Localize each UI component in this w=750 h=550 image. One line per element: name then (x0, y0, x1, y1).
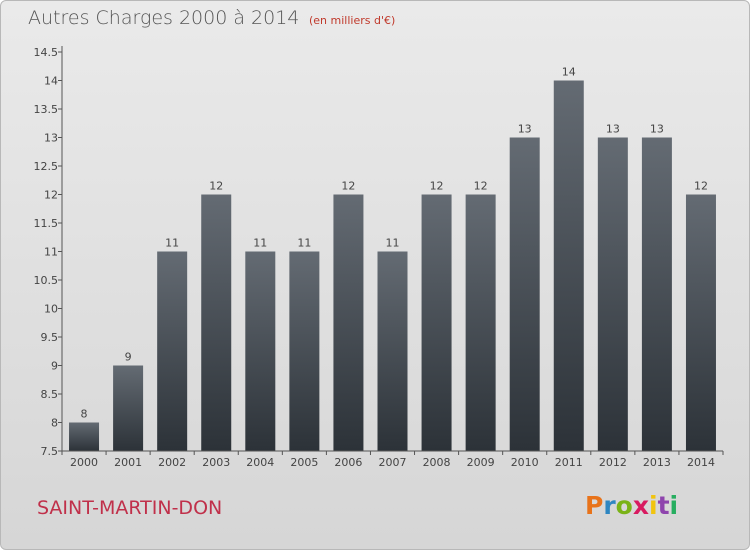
y-tick-label: 11 (44, 246, 58, 259)
x-tick-label-2012: 2012 (599, 456, 627, 469)
y-tick-label: 14 (44, 75, 58, 88)
data-label-2010: 13 (518, 123, 532, 136)
x-tick-label-2007: 2007 (379, 456, 407, 469)
x-tick-label-2011: 2011 (555, 456, 583, 469)
logo-letter: o (615, 491, 633, 520)
bar-2003 (201, 194, 232, 451)
bar-2000 (69, 422, 100, 451)
data-label-2009: 12 (474, 180, 488, 193)
y-tick-label: 9.5 (41, 331, 59, 344)
y-tick-label: 10 (44, 303, 58, 316)
data-label-2000: 8 (81, 408, 88, 421)
x-tick-label-2013: 2013 (643, 456, 671, 469)
y-tick-label: 14.5 (34, 46, 59, 59)
y-tick-label: 13.5 (34, 103, 59, 116)
y-tick-label: 13 (44, 132, 58, 145)
y-tick-label: 12.5 (34, 160, 59, 173)
bars: 8 9 11 12 11 11 12 11 12 12 13 14 13 13 12 (69, 66, 716, 451)
bar-2004 (245, 251, 276, 451)
data-label-2008: 12 (430, 180, 444, 193)
chart-subtitle: (en milliers d'€) (309, 14, 396, 27)
bar-2011 (553, 80, 584, 451)
y-tick-label: 7.5 (41, 445, 59, 458)
bar-2013 (641, 137, 672, 451)
y-tick-label: 8 (51, 417, 58, 430)
x-tick-label-2010: 2010 (511, 456, 539, 469)
bar-2007 (377, 251, 408, 451)
proxiti-logo[interactable]: Proxiti (585, 491, 678, 520)
x-tick-label-2008: 2008 (423, 456, 451, 469)
logo-letter: i (649, 491, 658, 520)
bar-2012 (597, 137, 628, 451)
y-tick-label: 12 (44, 189, 58, 202)
bar-2014 (685, 194, 716, 451)
data-label-2004: 11 (253, 237, 267, 250)
data-label-2014: 12 (694, 180, 708, 193)
data-label-2001: 9 (125, 351, 132, 364)
x-tick-label-2004: 2004 (246, 456, 274, 469)
y-axis: 7.5 8 8.5 9 9.5 10 10.5 11 11.5 12 12.5 13 13.5 14 14.… (34, 46, 63, 458)
bar-2001 (113, 365, 144, 451)
x-tick-label-2003: 2003 (202, 456, 230, 469)
y-tick-label: 9 (51, 360, 58, 373)
data-label-2013: 13 (650, 123, 664, 136)
logo-letter: P (585, 491, 604, 520)
y-tick-label: 11.5 (34, 217, 59, 230)
logo-letter: t (657, 491, 670, 520)
logo-letter: r (603, 491, 616, 520)
y-tick-label: 10.5 (34, 274, 59, 287)
commune-name: SAINT-MARTIN-DON (37, 497, 223, 519)
chart-title: Autres Charges 2000 à 2014 (28, 7, 300, 29)
data-label-2002: 11 (165, 237, 179, 250)
bar-2008 (421, 194, 452, 451)
bar-2002 (157, 251, 188, 451)
data-label-2007: 11 (386, 237, 400, 250)
x-axis: 2000 2001 2002 2003 2004 2005 2006 2007 2008 2009… (61, 450, 724, 469)
bar-2005 (289, 251, 320, 451)
x-tick-label-2001: 2001 (114, 456, 142, 469)
x-tick-label-2009: 2009 (467, 456, 495, 469)
data-label-2011: 14 (562, 66, 576, 79)
data-label-2012: 13 (606, 123, 620, 136)
x-tick-label-2014: 2014 (687, 456, 715, 469)
logo-letter: i (669, 491, 679, 520)
bar-2006 (333, 194, 364, 451)
data-label-2005: 11 (297, 237, 311, 250)
y-tick-label: 8.5 (41, 388, 59, 401)
bar-2010 (509, 137, 540, 451)
data-label-2003: 12 (209, 180, 223, 193)
x-tick-label-2005: 2005 (290, 456, 318, 469)
bar-2009 (465, 194, 496, 451)
data-label-2006: 12 (341, 180, 355, 193)
x-tick-label-2006: 2006 (334, 456, 362, 469)
x-tick-label-2000: 2000 (70, 456, 98, 469)
x-tick-label-2002: 2002 (158, 456, 186, 469)
logo-letter: x (632, 491, 649, 520)
